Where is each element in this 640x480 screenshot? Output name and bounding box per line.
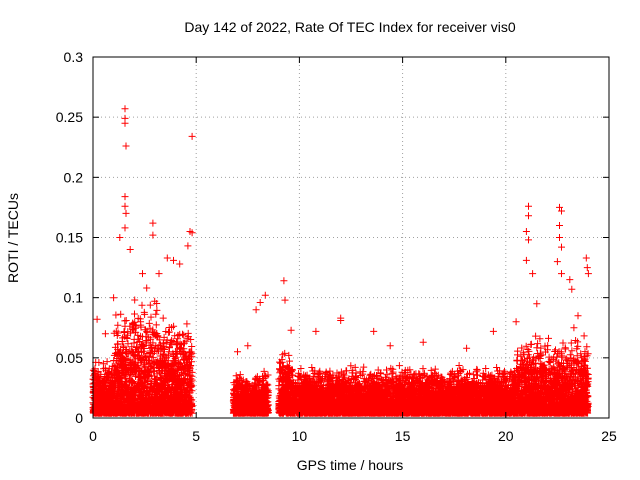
x-tick-label: 5 [192,428,200,444]
x-tick-label: 10 [292,428,308,444]
y-axis-label: ROTI / TECUs [5,193,21,283]
y-tick-label: 0.25 [56,109,83,125]
grid-lines [93,57,609,418]
x-tick-label: 20 [498,428,514,444]
x-tick-label: 15 [395,428,411,444]
y-tick-label: 0 [75,410,83,426]
y-tick-label: 0.1 [64,290,84,306]
y-tick-label: 0.15 [56,230,83,246]
y-tick-label: 0.05 [56,350,83,366]
x-axis-label: GPS time / hours [297,457,404,473]
y-tick-label: 0.2 [64,169,84,185]
x-tick-label: 25 [601,428,617,444]
data-points [89,105,592,417]
x-tick-label: 0 [89,428,97,444]
chart-title: Day 142 of 2022, Rate Of TEC Index for r… [184,19,515,35]
y-tick-label: 0.3 [64,49,84,65]
x-axis-ticks: 0 5 10 15 20 25 [89,57,617,444]
y-axis-ticks: 0 0.05 0.1 0.15 0.2 0.25 0.3 [56,49,609,426]
roti-scatter-markers [89,105,592,417]
